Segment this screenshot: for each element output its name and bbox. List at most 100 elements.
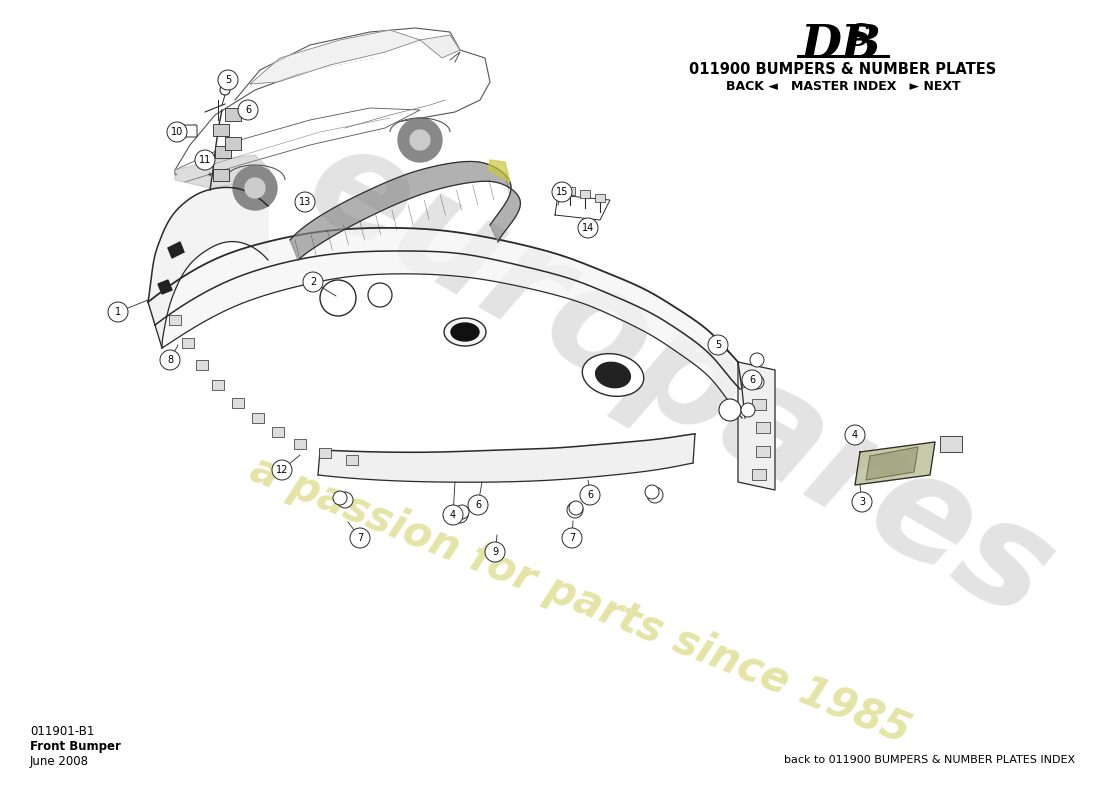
Polygon shape: [148, 228, 742, 418]
FancyBboxPatch shape: [756, 446, 770, 457]
Text: 11: 11: [199, 155, 211, 165]
Circle shape: [245, 178, 265, 198]
FancyBboxPatch shape: [213, 169, 229, 181]
Text: 5: 5: [224, 75, 231, 85]
FancyBboxPatch shape: [182, 125, 197, 137]
Polygon shape: [175, 108, 420, 182]
Circle shape: [233, 166, 277, 210]
FancyBboxPatch shape: [226, 137, 241, 150]
Polygon shape: [250, 30, 420, 84]
Circle shape: [452, 507, 468, 523]
Text: DB: DB: [800, 22, 881, 68]
Circle shape: [368, 283, 392, 307]
Polygon shape: [738, 362, 775, 490]
Circle shape: [580, 485, 600, 505]
Text: 6: 6: [475, 500, 481, 510]
Polygon shape: [420, 35, 460, 58]
Circle shape: [566, 502, 583, 518]
Circle shape: [320, 280, 356, 316]
Circle shape: [845, 425, 865, 445]
Text: 011900 BUMPERS & NUMBER PLATES: 011900 BUMPERS & NUMBER PLATES: [690, 62, 997, 77]
Circle shape: [333, 491, 346, 505]
FancyBboxPatch shape: [346, 455, 358, 465]
Ellipse shape: [595, 362, 630, 388]
Circle shape: [742, 370, 762, 390]
Polygon shape: [488, 160, 510, 182]
Polygon shape: [175, 50, 490, 175]
Circle shape: [238, 100, 258, 120]
Text: 7: 7: [569, 533, 575, 543]
Circle shape: [708, 335, 728, 355]
FancyBboxPatch shape: [182, 338, 194, 348]
Circle shape: [295, 192, 315, 212]
Ellipse shape: [444, 318, 486, 346]
Circle shape: [167, 122, 187, 142]
Circle shape: [108, 302, 128, 322]
Polygon shape: [158, 280, 172, 294]
Circle shape: [468, 495, 488, 515]
FancyBboxPatch shape: [212, 380, 224, 390]
Text: 14: 14: [582, 223, 594, 233]
FancyBboxPatch shape: [756, 422, 770, 433]
Circle shape: [410, 130, 430, 150]
Text: 4: 4: [450, 510, 456, 520]
FancyBboxPatch shape: [213, 124, 229, 136]
Text: S: S: [848, 22, 870, 53]
FancyBboxPatch shape: [752, 399, 766, 410]
Polygon shape: [855, 442, 935, 485]
Circle shape: [455, 505, 469, 519]
Text: 6: 6: [749, 375, 755, 385]
Circle shape: [220, 85, 230, 95]
Circle shape: [750, 353, 764, 367]
Circle shape: [443, 505, 463, 525]
Circle shape: [350, 528, 370, 548]
Polygon shape: [148, 187, 268, 348]
Text: 5: 5: [715, 340, 722, 350]
Circle shape: [218, 70, 238, 90]
FancyBboxPatch shape: [214, 146, 231, 158]
Polygon shape: [290, 162, 520, 260]
Circle shape: [485, 542, 505, 562]
Circle shape: [552, 182, 572, 202]
Text: 7: 7: [356, 533, 363, 543]
FancyBboxPatch shape: [196, 360, 208, 370]
FancyBboxPatch shape: [595, 194, 605, 202]
FancyBboxPatch shape: [169, 315, 182, 325]
Text: June 2008: June 2008: [30, 755, 89, 768]
Circle shape: [719, 399, 741, 421]
Circle shape: [852, 492, 872, 512]
Circle shape: [337, 492, 353, 508]
Text: 011901-B1: 011901-B1: [30, 725, 95, 738]
Text: 3: 3: [859, 497, 865, 507]
Text: ✦: ✦: [207, 172, 213, 178]
Circle shape: [160, 350, 180, 370]
Text: a passion for parts since 1985: a passion for parts since 1985: [244, 448, 916, 752]
Polygon shape: [235, 28, 460, 100]
Circle shape: [569, 501, 583, 515]
Text: 8: 8: [167, 355, 173, 365]
Text: 15: 15: [556, 187, 569, 197]
FancyBboxPatch shape: [565, 187, 575, 195]
Text: 6: 6: [245, 105, 251, 115]
Text: 13: 13: [299, 197, 311, 207]
Circle shape: [578, 218, 598, 238]
Polygon shape: [866, 447, 918, 480]
Polygon shape: [168, 242, 184, 258]
FancyBboxPatch shape: [226, 108, 241, 121]
Text: 4: 4: [851, 430, 858, 440]
FancyBboxPatch shape: [940, 436, 962, 452]
Text: 9: 9: [492, 547, 498, 557]
Circle shape: [750, 375, 764, 389]
Circle shape: [302, 272, 323, 292]
FancyBboxPatch shape: [319, 448, 331, 458]
FancyBboxPatch shape: [580, 190, 590, 198]
FancyBboxPatch shape: [252, 413, 264, 423]
Circle shape: [272, 460, 292, 480]
FancyBboxPatch shape: [272, 427, 284, 437]
Polygon shape: [318, 434, 695, 482]
Text: Front Bumper: Front Bumper: [30, 740, 121, 753]
Text: 10: 10: [170, 127, 183, 137]
Circle shape: [195, 150, 214, 170]
Text: 12: 12: [276, 465, 288, 475]
Text: 2: 2: [310, 277, 316, 287]
